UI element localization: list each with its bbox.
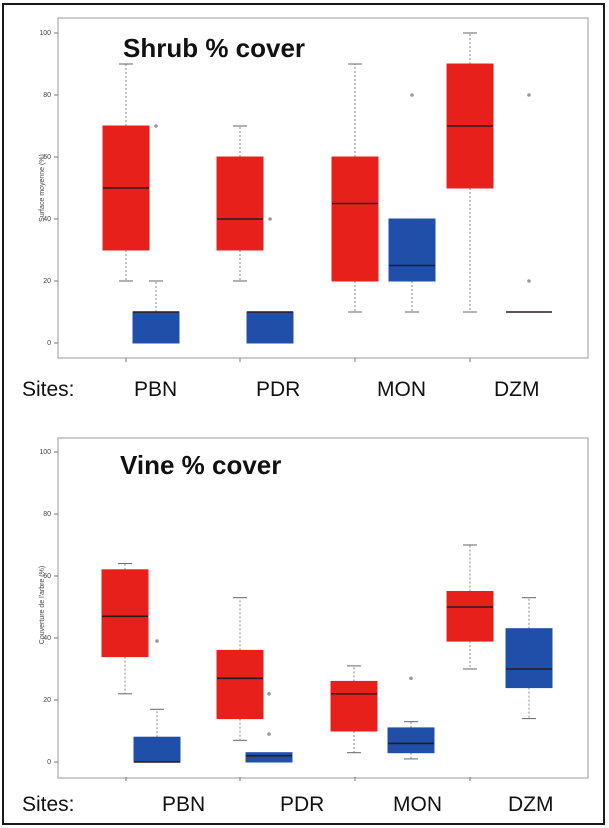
- panel-shrub: 0 20 40 60 80 100 Surface moyenne (%) Shrub %…: [39, 17, 589, 362]
- box-pbn-blue: [132, 124, 180, 344]
- chart-title-shrub: Shrub % cover: [123, 33, 305, 63]
- box-body: [245, 752, 293, 763]
- outlier-point: [154, 124, 158, 128]
- y-axis-vine: 0 20 40 60 80 100: [39, 449, 471, 781]
- y-tick-label: 80: [43, 511, 51, 518]
- y-tick-label: 40: [43, 216, 51, 223]
- box-pbn-blue: [133, 639, 181, 763]
- outlier-point: [409, 676, 413, 681]
- y-axis-label-shrub: Surface moyenne (%): [39, 154, 46, 222]
- outlier-point: [267, 692, 271, 696]
- site-label-dzm: DZM: [508, 793, 554, 816]
- box-pdr-red: [216, 125, 264, 282]
- box-dzm-blue: [506, 93, 552, 313]
- outlier-point: [267, 732, 271, 736]
- outlier-point: [527, 279, 531, 283]
- sites-row-shrub: Sites: PBN PDR MON DZM: [0, 378, 609, 408]
- box-pbn-red: [101, 563, 149, 695]
- box-body: [216, 649, 264, 720]
- y-tick-label: 100: [39, 449, 51, 456]
- y-tick-label: 60: [43, 573, 51, 580]
- y-tick-label: 40: [43, 635, 51, 642]
- outlier-point: [527, 93, 531, 97]
- box-body: [132, 311, 180, 344]
- site-label-pbn: PBN: [162, 793, 206, 816]
- box-body: [387, 727, 435, 754]
- site-label-dzm: DZM: [494, 378, 540, 401]
- y-tick-label: 80: [43, 92, 51, 99]
- box-pdr-red: [216, 597, 264, 741]
- site-label-pdr: PDR: [256, 378, 301, 401]
- boxes-vine: [101, 544, 553, 763]
- outlier-point: [155, 639, 159, 643]
- y-tick-label: 0: [47, 340, 51, 347]
- box-body: [331, 156, 379, 282]
- box-pdr-blue: [245, 692, 293, 763]
- box-body: [216, 156, 264, 251]
- box-body: [246, 311, 294, 344]
- chart-title-vine: Vine % cover: [120, 450, 281, 480]
- box-body: [388, 218, 436, 282]
- y-axis-shrub: 0 20 40 60 80 100: [39, 30, 471, 362]
- y-tick-label: 0: [47, 759, 51, 766]
- plot-area-shrub: [57, 17, 589, 359]
- box-body: [133, 736, 181, 763]
- box-body: [505, 628, 553, 689]
- box-body: [330, 680, 378, 732]
- box-dzm-red: [446, 544, 494, 670]
- y-tick-label: 60: [43, 154, 51, 161]
- box-mon-red: [331, 63, 379, 313]
- outlier-point: [410, 93, 414, 97]
- box-body: [101, 569, 149, 658]
- box-dzm-blue: [505, 597, 553, 720]
- box-body: [446, 591, 494, 642]
- box-mon-red: [330, 665, 378, 754]
- site-label-pbn: PBN: [134, 378, 178, 401]
- site-label-mon: MON: [377, 378, 426, 401]
- box-pdr-blue: [246, 217, 294, 344]
- y-tick-label: 20: [43, 278, 51, 285]
- site-label-mon: MON: [393, 793, 442, 816]
- y-tick-label: 100: [39, 30, 51, 37]
- sites-row-vine: Sites: PBN PDR MON DZM: [0, 793, 609, 823]
- box-mon-blue: [387, 676, 435, 760]
- box-pbn-red: [102, 63, 150, 282]
- boxes-shrub: [102, 32, 552, 344]
- y-axis-label-vine: Couverture de l'arbre (%): [39, 566, 46, 644]
- site-label-pdr: PDR: [280, 793, 325, 816]
- sites-label: Sites:: [22, 793, 75, 816]
- y-tick-label: 20: [43, 697, 51, 704]
- plot-area-vine: [57, 437, 589, 779]
- sites-label: Sites:: [22, 378, 75, 401]
- outlier-point: [268, 217, 272, 221]
- box-mon-blue: [388, 93, 436, 313]
- box-dzm-red: [446, 32, 494, 313]
- panel-vine: 0 20 40 60 80 100 Couverture de l'arbre (%) V…: [39, 437, 589, 781]
